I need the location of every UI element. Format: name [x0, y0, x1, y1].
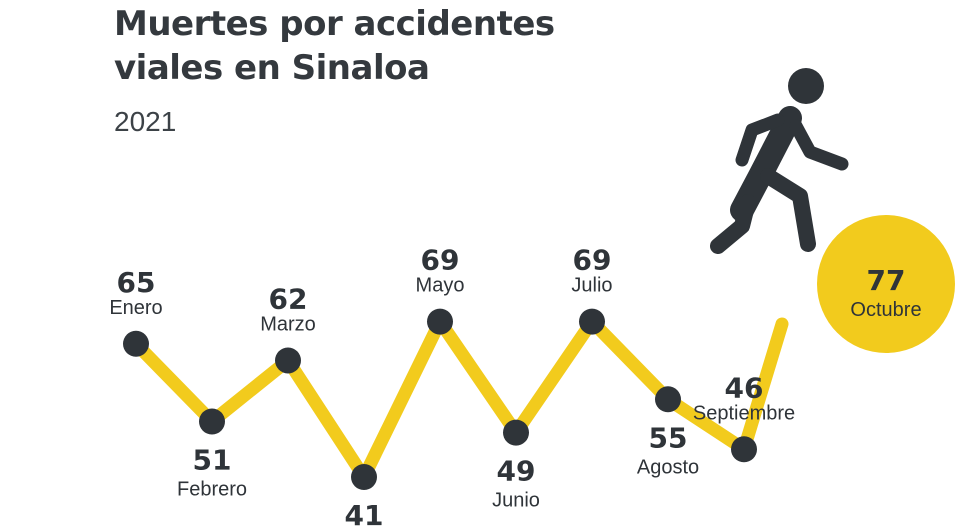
- month-label-junio: Junio: [492, 490, 540, 512]
- walking-person-icon: [710, 68, 849, 254]
- month-label-julio: Julio: [571, 275, 612, 297]
- month-label-octubre: Octubre: [850, 299, 921, 321]
- data-point-enero: [123, 330, 149, 357]
- month-label-agosto: Agosto: [637, 456, 699, 478]
- title-line-1: Muertes por accidentes: [114, 4, 555, 44]
- data-point-agosto: [655, 386, 681, 413]
- data-point-julio: [579, 308, 605, 335]
- value-label-marzo: 62: [269, 282, 308, 315]
- data-point-febrero: [199, 408, 225, 435]
- value-label-septiembre: 46: [725, 371, 764, 404]
- data-point-septiembre: [731, 436, 757, 463]
- highlight-point-octubre: [817, 215, 955, 353]
- title-line-2: viales en Sinaloa: [114, 48, 430, 88]
- month-label-febrero: Febrero: [177, 479, 247, 501]
- series-line: [129, 315, 789, 484]
- value-label-abril: 41: [345, 499, 384, 531]
- data-points-layer: [123, 308, 757, 490]
- data-labels-layer: 65Enero51Febrero62Marzo41Abril69Mayo49Ju…: [109, 244, 921, 531]
- value-label-enero: 65: [117, 266, 156, 299]
- data-point-mayo: [427, 308, 453, 335]
- data-point-abril: [351, 464, 377, 490]
- chart-subtitle-year: 2021: [114, 106, 177, 137]
- value-label-octubre: 77: [867, 264, 906, 297]
- value-label-junio: 49: [497, 455, 536, 488]
- value-label-julio: 69: [573, 244, 612, 277]
- data-point-junio: [503, 419, 529, 446]
- month-label-enero: Enero: [109, 297, 162, 319]
- data-point-marzo: [275, 347, 301, 374]
- value-label-agosto: 55: [649, 421, 688, 454]
- month-label-septiembre: Septiembre: [693, 402, 795, 424]
- value-label-febrero: 51: [193, 444, 232, 477]
- month-label-marzo: Marzo: [260, 313, 316, 335]
- chart-title: Muertes por accidentes viales en Sinaloa: [114, 2, 674, 90]
- value-label-mayo: 69: [421, 244, 460, 277]
- month-label-mayo: Mayo: [416, 275, 465, 297]
- series-line-layer: [129, 215, 955, 484]
